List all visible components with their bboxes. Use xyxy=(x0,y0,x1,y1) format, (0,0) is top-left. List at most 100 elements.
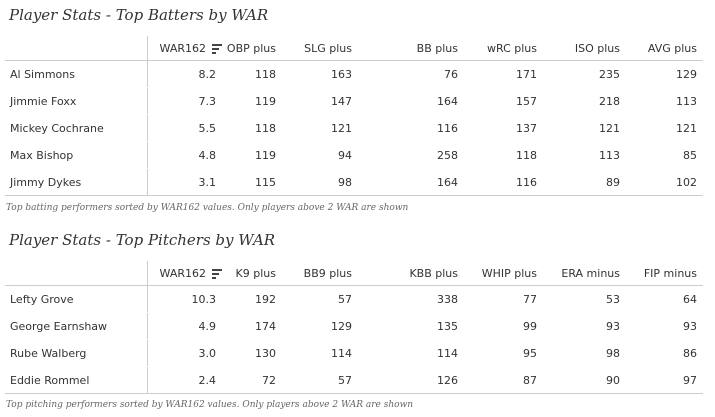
stat-cell: 126 xyxy=(358,366,464,394)
stat-cell: 130 xyxy=(226,339,282,367)
column-header xyxy=(5,36,148,61)
stat-cell: 95 xyxy=(464,339,543,367)
stat-cell: 174 xyxy=(226,312,282,340)
column-header-label: FIP minus xyxy=(643,266,697,280)
stat-cell: 57 xyxy=(282,366,358,394)
stat-cell: 115 xyxy=(226,168,282,196)
stat-cell: 119 xyxy=(226,141,282,169)
stat-cell: 121 xyxy=(543,114,626,142)
stat-cell: 121 xyxy=(626,114,703,142)
stat-cell: 135 xyxy=(358,312,464,340)
batters-caption: Top batting performers sorted by WAR162 … xyxy=(6,203,409,213)
column-header-label: AVG plus xyxy=(647,41,697,55)
stat-cell: 3.1 xyxy=(147,168,226,196)
stat-cell: 8.2 xyxy=(147,60,226,88)
stat-cell: 137 xyxy=(464,114,543,142)
column-header[interactable]: KBB plus xyxy=(358,261,464,286)
player-name-cell: Lefty Grove xyxy=(5,285,148,313)
player-name-cell: Al Simmons xyxy=(5,60,148,88)
column-header-label: BB plus xyxy=(416,41,458,55)
stat-cell: 119 xyxy=(226,87,282,115)
column-header[interactable]: BB plus xyxy=(358,36,464,61)
player-name-cell: Eddie Rommel xyxy=(5,366,148,394)
sort-descending-icon[interactable] xyxy=(212,44,222,54)
column-header-label: K9 plus xyxy=(235,266,276,280)
column-header-label: WAR162 xyxy=(159,41,206,55)
column-header-label: OBP plus xyxy=(226,41,276,55)
stat-cell: 97 xyxy=(626,366,703,394)
player-name-cell: George Earnshaw xyxy=(5,312,148,340)
table-row: Lefty Grove 10.3 192 57 338 77 53 64 xyxy=(5,285,703,313)
stat-cell: 2.4 xyxy=(147,366,226,394)
batters-title: Player Stats - Top Batters by WAR xyxy=(9,6,269,24)
stat-cell: 98 xyxy=(543,339,626,367)
stat-cell: 258 xyxy=(358,141,464,169)
stat-cell: 163 xyxy=(282,60,358,88)
batters-table: WAR162 OBP plus SLG plus BB plus wRC plus ISO… xyxy=(5,36,703,196)
stat-cell: 129 xyxy=(282,312,358,340)
pitchers-table: WAR162 K9 plus BB9 plus KBB plus WHIP plus ER… xyxy=(5,261,703,394)
column-header[interactable]: BB9 plus xyxy=(282,261,358,286)
stat-cell: 113 xyxy=(626,87,703,115)
stat-cell: 164 xyxy=(358,87,464,115)
table-row: Jimmie Foxx 7.3 119 147 164 157 218 113 xyxy=(5,87,703,115)
stat-cell: 338 xyxy=(358,285,464,313)
column-header[interactable]: WHIP plus xyxy=(464,261,543,286)
stat-cell: 57 xyxy=(282,285,358,313)
column-header[interactable]: OBP plus xyxy=(226,36,282,61)
stat-cell: 102 xyxy=(626,168,703,196)
stat-cell: 64 xyxy=(626,285,703,313)
stat-cell: 53 xyxy=(543,285,626,313)
stat-cell: 98 xyxy=(282,168,358,196)
stat-cell: 77 xyxy=(464,285,543,313)
column-header[interactable]: WAR162 xyxy=(147,261,226,286)
column-header[interactable]: AVG plus xyxy=(626,36,703,61)
column-header-label: ERA minus xyxy=(561,266,620,280)
stat-cell: 7.3 xyxy=(147,87,226,115)
column-header[interactable]: WAR162 xyxy=(147,36,226,61)
header-row: WAR162 OBP plus SLG plus BB plus wRC plus ISO… xyxy=(5,36,703,61)
stat-cell: 171 xyxy=(464,60,543,88)
column-header[interactable]: wRC plus xyxy=(464,36,543,61)
stat-cell: 4.8 xyxy=(147,141,226,169)
column-header-label: ISO plus xyxy=(574,41,620,55)
stat-cell: 116 xyxy=(358,114,464,142)
table-row: Al Simmons 8.2 118 163 76 171 235 129 xyxy=(5,60,703,88)
pitchers-title: Player Stats - Top Pitchers by WAR xyxy=(9,231,276,249)
stat-cell: 72 xyxy=(226,366,282,394)
stat-cell: 147 xyxy=(282,87,358,115)
table-row: Jimmy Dykes 3.1 115 98 164 116 89 102 xyxy=(5,168,703,196)
stat-cell: 218 xyxy=(543,87,626,115)
header-row: WAR162 K9 plus BB9 plus KBB plus WHIP plus ER… xyxy=(5,261,703,286)
player-name-cell: Max Bishop xyxy=(5,141,148,169)
stat-cell: 5.5 xyxy=(147,114,226,142)
player-name-cell: Mickey Cochrane xyxy=(5,114,148,142)
sort-descending-icon[interactable] xyxy=(212,269,222,279)
stat-cell: 10.3 xyxy=(147,285,226,313)
stat-cell: 76 xyxy=(358,60,464,88)
column-header[interactable]: K9 plus xyxy=(226,261,282,286)
column-header[interactable]: ERA minus xyxy=(543,261,626,286)
pitchers-caption: Top pitching performers sorted by WAR162… xyxy=(6,400,414,410)
table-row: George Earnshaw 4.9 174 129 135 99 93 93 xyxy=(5,312,703,340)
player-name-cell: Rube Walberg xyxy=(5,339,148,367)
stat-cell: 89 xyxy=(543,168,626,196)
column-header[interactable]: ISO plus xyxy=(543,36,626,61)
stat-cell: 114 xyxy=(282,339,358,367)
stat-cell: 85 xyxy=(626,141,703,169)
column-header-label: wRC plus xyxy=(486,41,537,55)
player-name-cell: Jimmy Dykes xyxy=(5,168,148,196)
column-header[interactable]: FIP minus xyxy=(626,261,703,286)
stat-cell: 118 xyxy=(226,114,282,142)
table-row: Mickey Cochrane 5.5 118 121 116 137 121 121 xyxy=(5,114,703,142)
stat-cell: 94 xyxy=(282,141,358,169)
stat-cell: 87 xyxy=(464,366,543,394)
column-header-label: BB9 plus xyxy=(303,266,352,280)
stat-cell: 86 xyxy=(626,339,703,367)
stat-cell: 121 xyxy=(282,114,358,142)
column-header[interactable]: SLG plus xyxy=(282,36,358,61)
stat-cell: 116 xyxy=(464,168,543,196)
table-row: Rube Walberg 3.0 130 114 114 95 98 86 xyxy=(5,339,703,367)
table-row: Max Bishop 4.8 119 94 258 118 113 85 xyxy=(5,141,703,169)
column-header-label: WAR162 xyxy=(159,266,206,280)
